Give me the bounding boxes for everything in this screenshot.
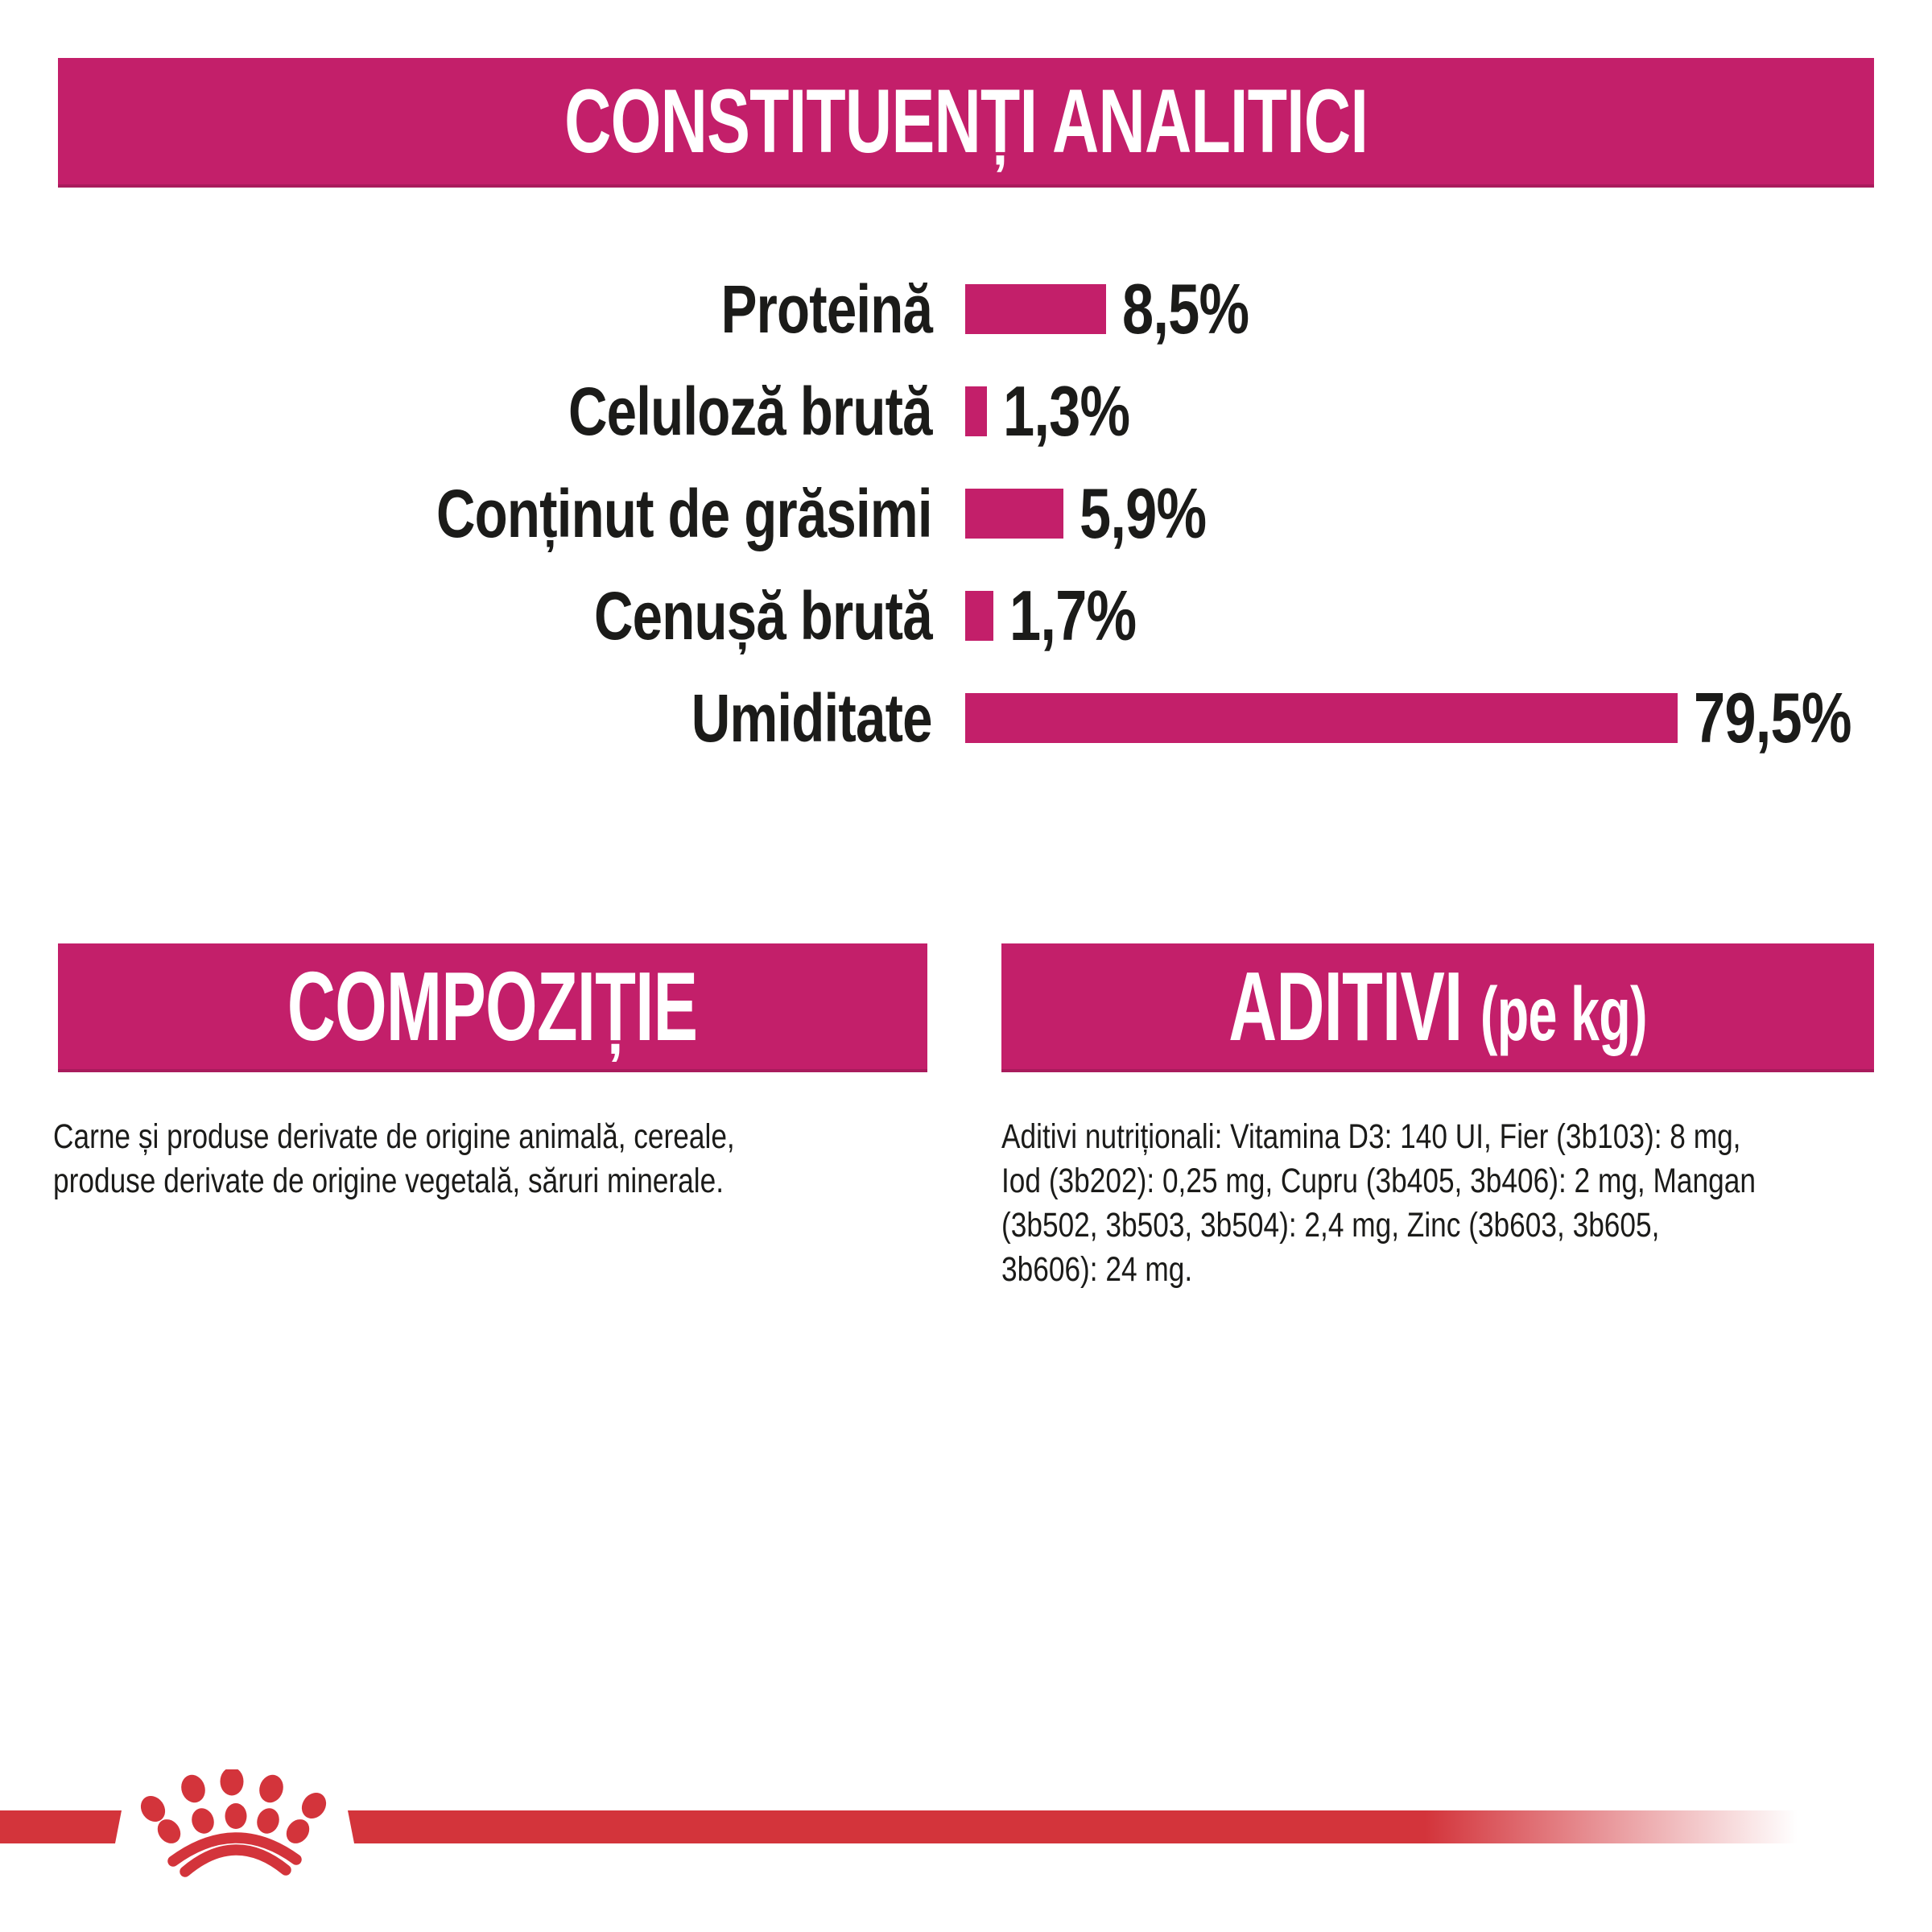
additives-text: Aditivi nutriționali: Vitamina D3: 140 U… bbox=[1001, 1117, 1756, 1289]
bar-value: 8,5% bbox=[1122, 269, 1249, 349]
royal-canin-crown-paw-logo bbox=[140, 1769, 327, 1877]
additives-band: ADITIVI (pe kg) bbox=[1001, 943, 1874, 1072]
bar-label: Umiditate bbox=[691, 679, 933, 756]
paw-pad bbox=[225, 1803, 247, 1829]
footer-stripe-right bbox=[348, 1810, 1932, 1843]
page-title: CONSTITUENȚI ANALITICI bbox=[564, 71, 1368, 171]
composition-text: Carne și produse derivate de origine ani… bbox=[53, 1117, 735, 1200]
bar-label: Cenușă brută bbox=[594, 577, 933, 654]
bar-value: 1,3% bbox=[1003, 371, 1130, 451]
chart-row: Celuloză brută 1,3% bbox=[0, 371, 1924, 451]
crown-arc bbox=[167, 1832, 302, 1867]
additives-title: ADITIVI (pe kg) bbox=[1228, 950, 1647, 1063]
paw-pad bbox=[140, 1795, 166, 1823]
footer-stripe-left bbox=[0, 1810, 122, 1843]
additives-title-suffix: (pe kg) bbox=[1480, 972, 1648, 1057]
paw-pad bbox=[259, 1774, 283, 1803]
bar-value: 1,7% bbox=[1009, 576, 1137, 655]
bar bbox=[965, 489, 1063, 539]
paw-pad bbox=[157, 1819, 181, 1843]
chart-row: Umiditate 79,5% bbox=[0, 678, 1924, 758]
paw-pad bbox=[181, 1774, 205, 1803]
bar-value: 79,5% bbox=[1694, 678, 1852, 758]
paw-pad bbox=[192, 1808, 214, 1834]
chart-row: Conținut de grăsimi 5,9% bbox=[0, 473, 1924, 553]
bar-label: Proteină bbox=[720, 270, 933, 347]
chart-row: Proteină 8,5% bbox=[0, 269, 1924, 349]
paw-pad bbox=[286, 1819, 310, 1843]
bar-label: Conținut de grăsimi bbox=[436, 475, 933, 551]
additives-title-main: ADITIVI bbox=[1228, 952, 1463, 1061]
analytical-bar-chart: Proteină 8,5% Celuloză brută 1,3% Conținut d… bbox=[0, 0, 1932, 886]
crown-arc bbox=[180, 1844, 291, 1877]
composition-band: COMPOZIȚIE bbox=[58, 943, 927, 1072]
bar bbox=[965, 386, 987, 436]
bar bbox=[965, 591, 993, 641]
header-band: CONSTITUENȚI ANALITICI bbox=[58, 58, 1874, 188]
bar-label: Celuloză brută bbox=[568, 373, 933, 449]
composition-title: COMPOZIȚIE bbox=[287, 952, 698, 1061]
bar bbox=[965, 693, 1678, 743]
bar bbox=[965, 284, 1106, 334]
paw-pad bbox=[301, 1792, 327, 1819]
paw-pad bbox=[257, 1808, 279, 1834]
paw-pad bbox=[220, 1769, 244, 1796]
bar-value: 5,9% bbox=[1080, 473, 1207, 553]
chart-row: Cenușă brută 1,7% bbox=[0, 576, 1924, 655]
